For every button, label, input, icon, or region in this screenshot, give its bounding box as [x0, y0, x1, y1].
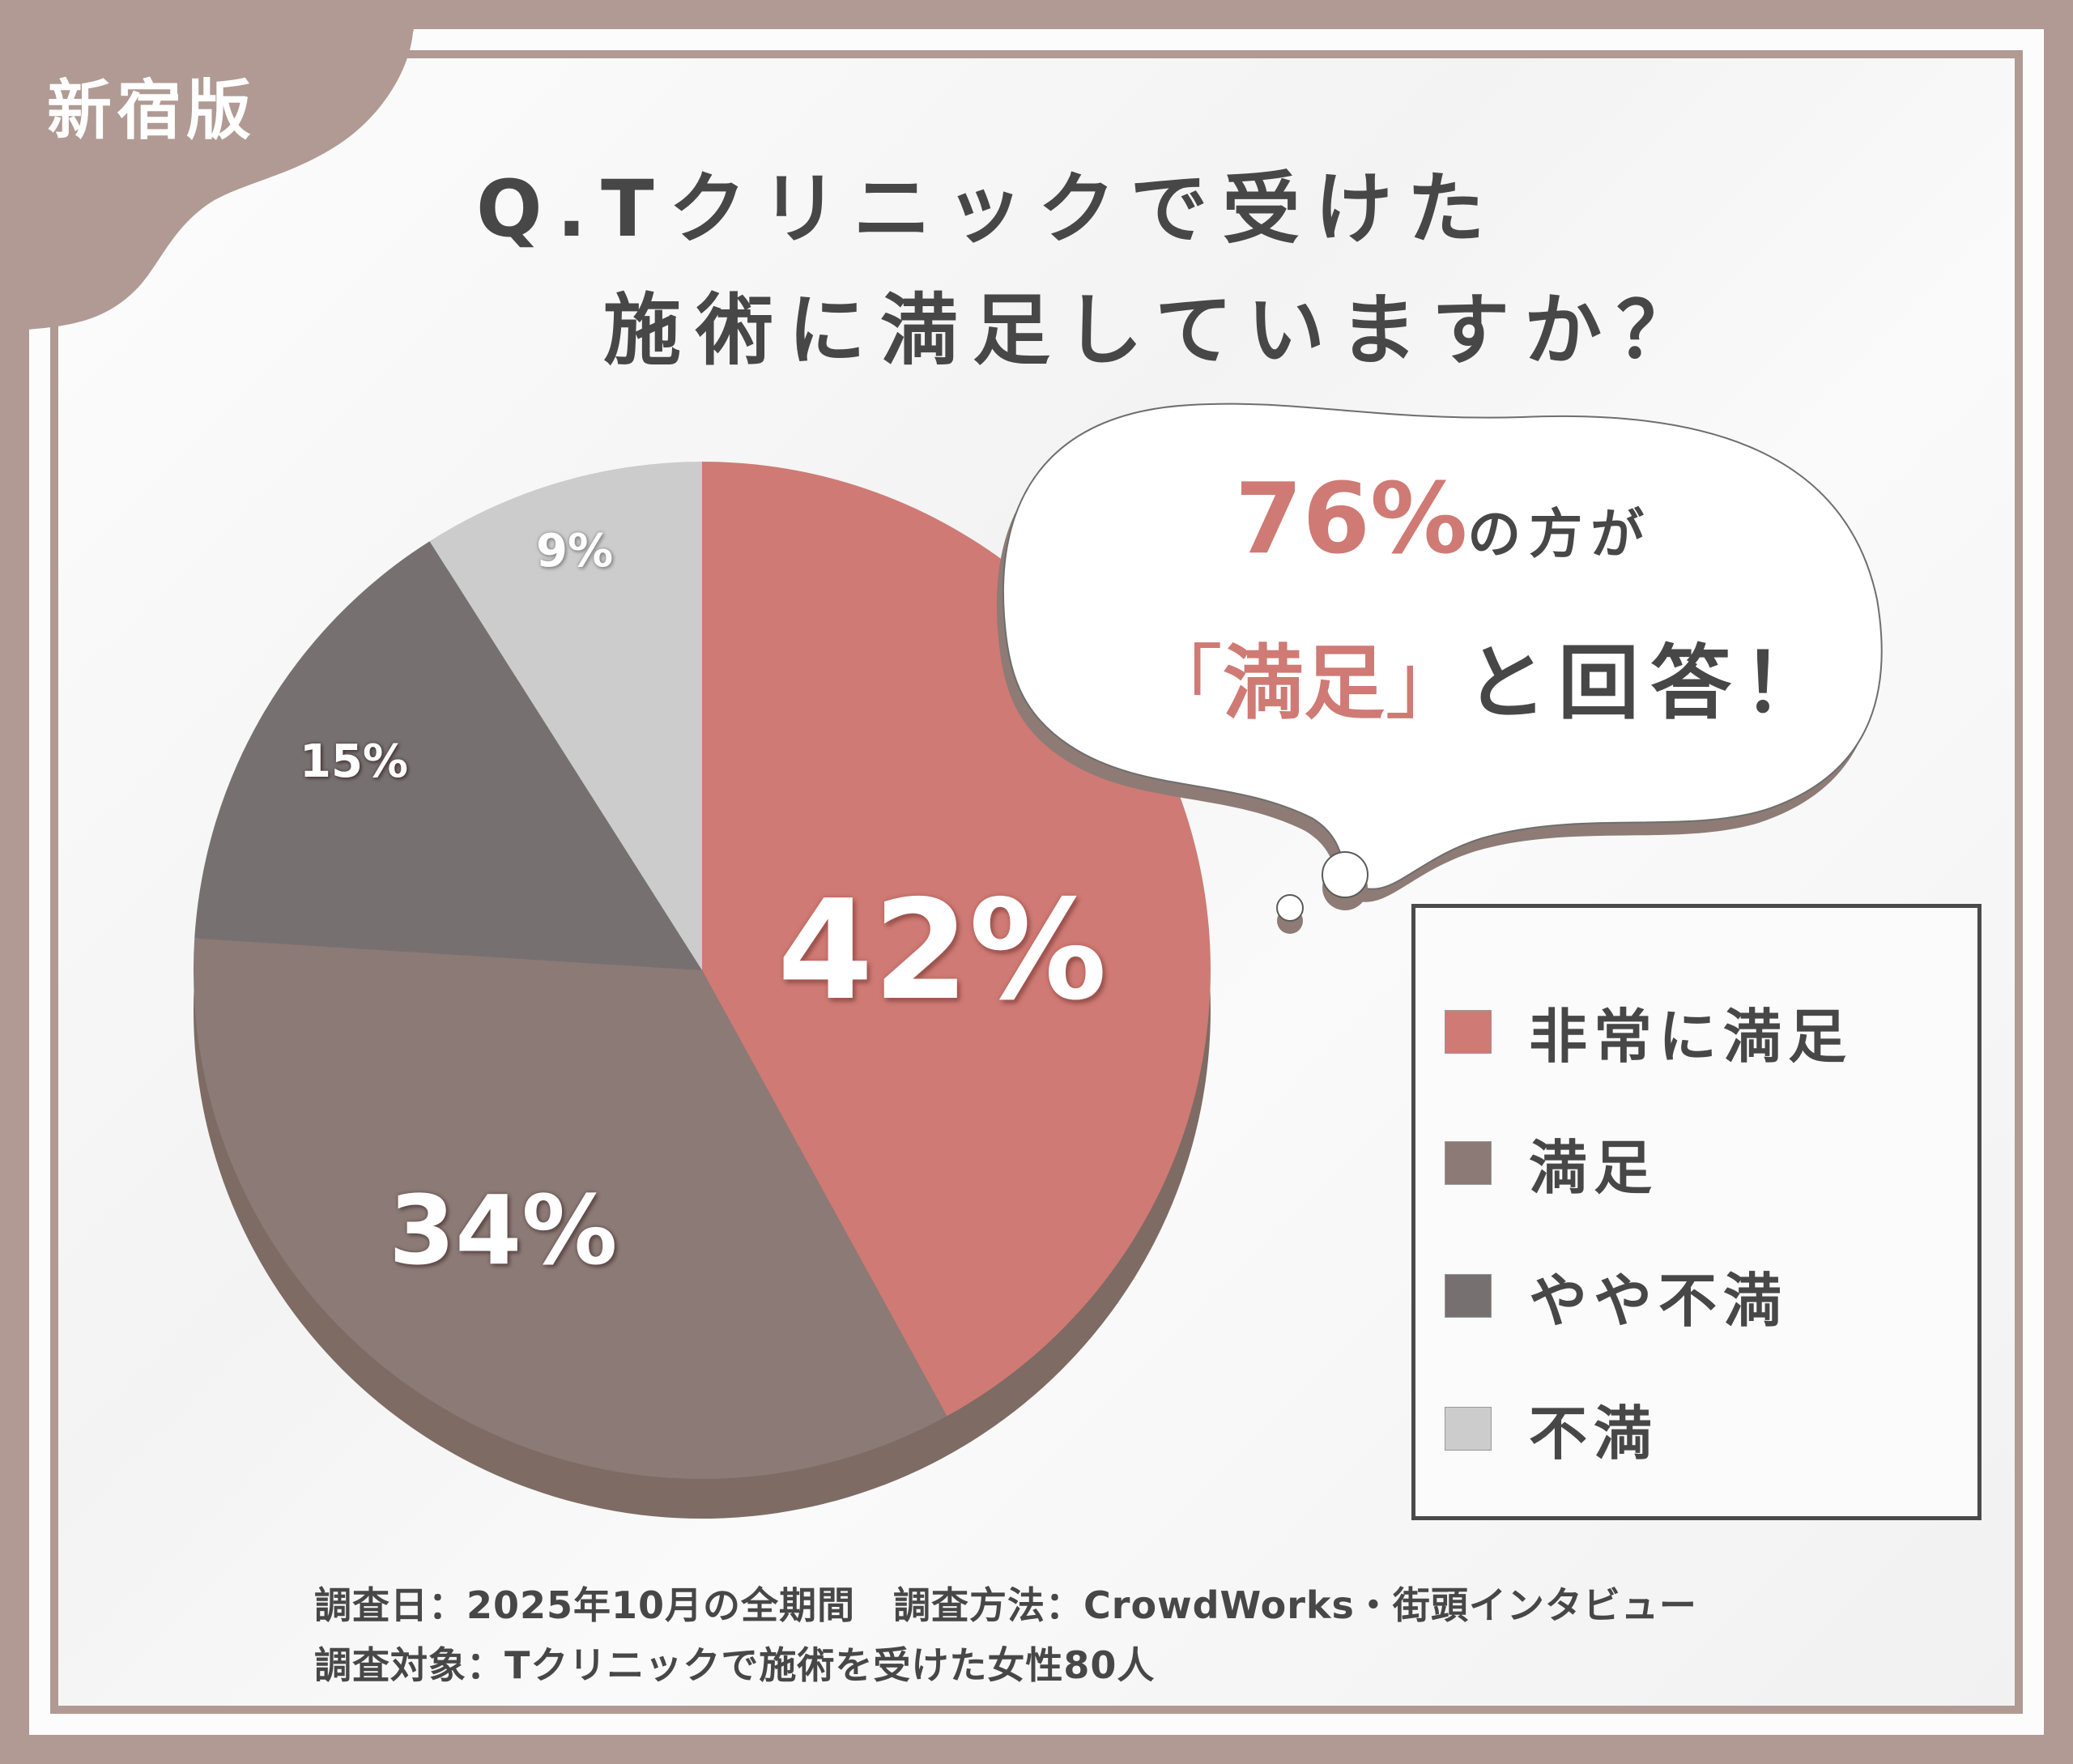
- slice-somewhat-dissatisfied: [194, 541, 702, 970]
- label-very-satisfied: 42%: [777, 871, 1107, 1031]
- inner-border: [50, 50, 2023, 1714]
- survey-info-line1: 調査日：2025年10月の全期間 調査方法：CrowdWorks・街頭インタビュ…: [314, 1583, 1697, 1627]
- swatch-very-satisfied: [1445, 1009, 1492, 1054]
- label-dissatisfied: 9%: [536, 525, 614, 577]
- label-somewhat-dissatisfied: 15%: [300, 735, 409, 788]
- speech-bubble: [1002, 403, 1883, 890]
- thought-dot-small: [1276, 894, 1304, 922]
- callout-suffix1: の方が: [1467, 503, 1653, 565]
- swatch-dissatisfied: [1445, 1406, 1492, 1451]
- quote-close: 」: [1385, 636, 1466, 731]
- legend-item-dissatisfied: 不満: [1445, 1386, 1658, 1471]
- legend-label: 非常に満足: [1529, 1003, 1854, 1071]
- quote-open: 「: [1142, 636, 1223, 731]
- region-badge: 新宿版: [47, 73, 256, 148]
- legend-label: やや不満: [1529, 1267, 1789, 1335]
- callout-suffix2: と回答！: [1466, 636, 1835, 731]
- slice-dissatisfied: [429, 462, 702, 970]
- label-satisfied: 34%: [389, 1174, 618, 1286]
- survey-info-line2: 調査対象：Tクリニックで施術を受けた女性80人: [314, 1643, 1156, 1687]
- question-title-line2: 施術に満足していますか？: [603, 285, 1709, 376]
- swatch-somewhat-dissatisfied: [1445, 1273, 1492, 1318]
- legend-label: 満足: [1529, 1134, 1659, 1202]
- swatch-satisfied: [1445, 1140, 1492, 1185]
- callout-percent: 76%: [1235, 463, 1468, 576]
- legend-item-satisfied: 満足: [1445, 1120, 1658, 1205]
- question-title-line1: Q.Tクリニックで受けた: [476, 164, 1500, 254]
- legend-item-very-satisfied: 非常に満足: [1445, 989, 1853, 1074]
- quote-word: 満足: [1223, 636, 1385, 731]
- thought-dot-large: [1322, 851, 1369, 898]
- legend-label: 不満: [1529, 1400, 1659, 1468]
- legend: 非常に満足 満足 やや不満 不満: [1411, 904, 1981, 1520]
- callout-line2: 「満足」と回答！: [1142, 617, 1835, 735]
- legend-item-somewhat-dissatisfied: やや不満: [1445, 1253, 1788, 1338]
- slice-satisfied: [193, 938, 947, 1480]
- corner-badge-shape: [0, 0, 421, 332]
- callout-line1: 76%の方が: [1235, 463, 1652, 576]
